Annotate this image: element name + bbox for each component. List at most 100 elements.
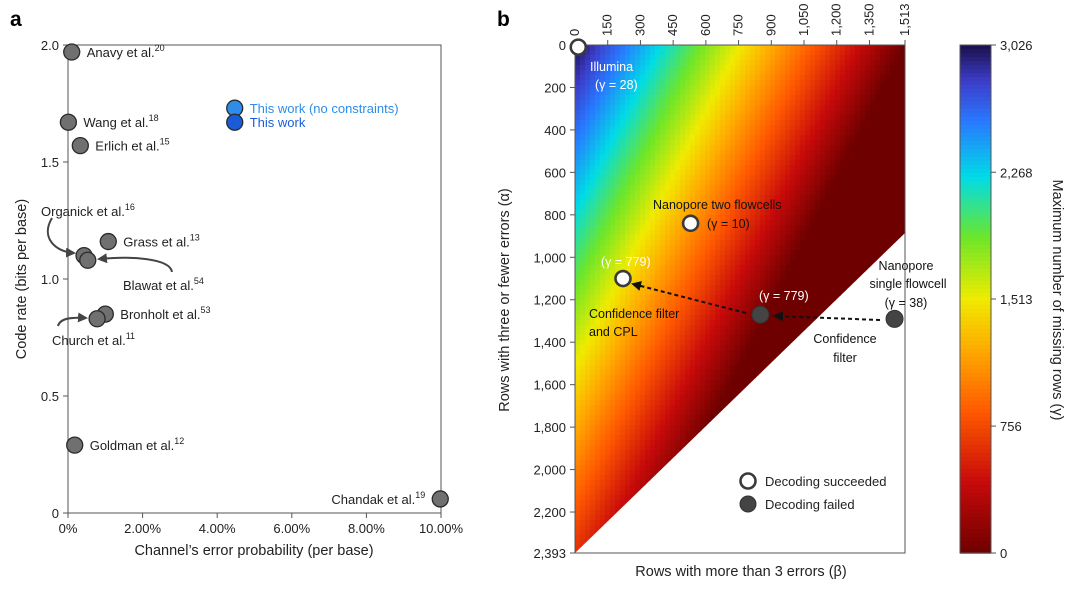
heatmap-cell bbox=[665, 495, 671, 501]
heatmap-cell bbox=[715, 270, 721, 276]
heatmap-cell bbox=[780, 400, 786, 406]
heatmap-cell bbox=[575, 350, 581, 356]
heatmap-cell bbox=[600, 85, 606, 91]
heatmap-cell bbox=[770, 430, 776, 436]
heatmap-cell bbox=[605, 400, 611, 406]
heatmap-cell bbox=[615, 235, 621, 241]
heatmap-cell bbox=[595, 50, 601, 56]
heatmap-cell bbox=[675, 385, 681, 391]
heatmap-cell bbox=[760, 120, 766, 126]
heatmap-cell bbox=[770, 435, 776, 441]
heatmap-cell bbox=[605, 470, 611, 476]
heatmap-cell bbox=[665, 415, 671, 421]
heatmap-cell bbox=[735, 190, 741, 196]
heatmap-cell bbox=[770, 75, 776, 81]
heatmap-cell bbox=[600, 90, 606, 96]
heatmap-cell bbox=[775, 435, 781, 441]
heatmap-cell bbox=[740, 370, 746, 376]
heatmap-cell bbox=[605, 535, 611, 541]
heatmap-cell bbox=[595, 45, 601, 51]
heatmap-cell bbox=[795, 265, 801, 271]
heatmap-cell bbox=[595, 70, 601, 76]
heatmap-cell bbox=[600, 115, 606, 121]
heatmap-cell bbox=[760, 235, 766, 241]
heatmap-cell bbox=[650, 220, 656, 226]
heatmap-cell bbox=[625, 290, 631, 296]
heatmap-cell bbox=[755, 270, 761, 276]
heatmap-cell bbox=[810, 240, 816, 246]
heatmap-cell bbox=[775, 55, 781, 61]
heatmap-cell bbox=[735, 225, 741, 231]
heatmap-cell bbox=[680, 125, 686, 131]
heatmap-cell bbox=[575, 185, 581, 191]
heatmap-cell bbox=[720, 395, 726, 401]
heatmap-cell bbox=[725, 200, 731, 206]
heatmap-cell bbox=[680, 315, 686, 321]
heatmap-cell bbox=[775, 390, 781, 396]
heatmap-cell bbox=[585, 300, 591, 306]
heatmap-cell bbox=[610, 190, 616, 196]
heatmap-cell bbox=[625, 300, 631, 306]
heatmap-cell bbox=[720, 70, 726, 76]
heatmap-cell bbox=[805, 290, 811, 296]
heatmap-cell bbox=[605, 375, 611, 381]
heatmap-cell bbox=[675, 245, 681, 251]
heatmap-cell bbox=[660, 130, 666, 136]
heatmap-cell bbox=[585, 540, 591, 546]
heatmap-cell bbox=[645, 320, 651, 326]
heatmap-cell bbox=[800, 445, 806, 451]
heatmap-cell bbox=[580, 350, 586, 356]
heatmap-cell bbox=[600, 265, 606, 271]
heatmap-cell bbox=[715, 450, 721, 456]
heatmap-cell bbox=[805, 450, 811, 456]
heatmap-cell bbox=[670, 500, 676, 506]
heatmap-cell bbox=[695, 505, 701, 511]
heatmap-cell bbox=[625, 235, 631, 241]
heatmap-cell bbox=[740, 240, 746, 246]
heatmap-cell bbox=[740, 410, 746, 416]
heatmap-cell bbox=[790, 290, 796, 296]
heatmap-cell bbox=[665, 305, 671, 311]
heatmap-cell bbox=[810, 275, 816, 281]
heatmap-cell bbox=[650, 315, 656, 321]
heatmap-cell bbox=[800, 105, 806, 111]
heatmap-cell bbox=[575, 115, 581, 121]
heatmap-cell bbox=[630, 315, 636, 321]
heatmap-cell bbox=[630, 265, 636, 271]
heatmap-cell bbox=[755, 425, 761, 431]
heatmap-cell bbox=[780, 235, 786, 241]
heatmap-cell bbox=[685, 155, 691, 161]
heatmap-cell bbox=[600, 540, 606, 546]
heatmap-cell bbox=[780, 380, 786, 386]
heatmap-cell bbox=[760, 540, 766, 546]
heatmap-cell bbox=[730, 185, 736, 191]
heatmap-cell bbox=[625, 390, 631, 396]
heatmap-cell bbox=[615, 415, 621, 421]
heatmap-cell bbox=[755, 185, 761, 191]
heatmap-cell bbox=[735, 50, 741, 56]
heatmap-cell bbox=[755, 405, 761, 411]
heatmap-cell bbox=[730, 405, 736, 411]
heatmap-cell bbox=[595, 215, 601, 221]
heatmap-cell bbox=[630, 430, 636, 436]
heatmap-cell bbox=[620, 435, 626, 441]
heatmap-cell bbox=[770, 185, 776, 191]
heatmap-cell bbox=[740, 340, 746, 346]
heatmap-cell bbox=[755, 95, 761, 101]
heatmap-cell bbox=[645, 490, 651, 496]
heatmap-cell bbox=[660, 90, 666, 96]
heatmap-cell bbox=[770, 70, 776, 76]
heatmap-cell bbox=[805, 285, 811, 291]
heatmap-cell bbox=[640, 120, 646, 126]
heatmap-cell bbox=[740, 275, 746, 281]
heatmap-cell bbox=[695, 285, 701, 291]
heatmap-cell bbox=[760, 250, 766, 256]
heatmap-cell bbox=[595, 540, 601, 546]
heatmap-cell bbox=[640, 530, 646, 536]
heatmap-cell bbox=[635, 100, 641, 106]
heatmap-cell bbox=[795, 155, 801, 161]
heatmap-cell bbox=[705, 415, 711, 421]
heatmap-cell bbox=[690, 465, 696, 471]
heatmap-cell bbox=[800, 230, 806, 236]
heatmap-cell bbox=[590, 175, 596, 181]
